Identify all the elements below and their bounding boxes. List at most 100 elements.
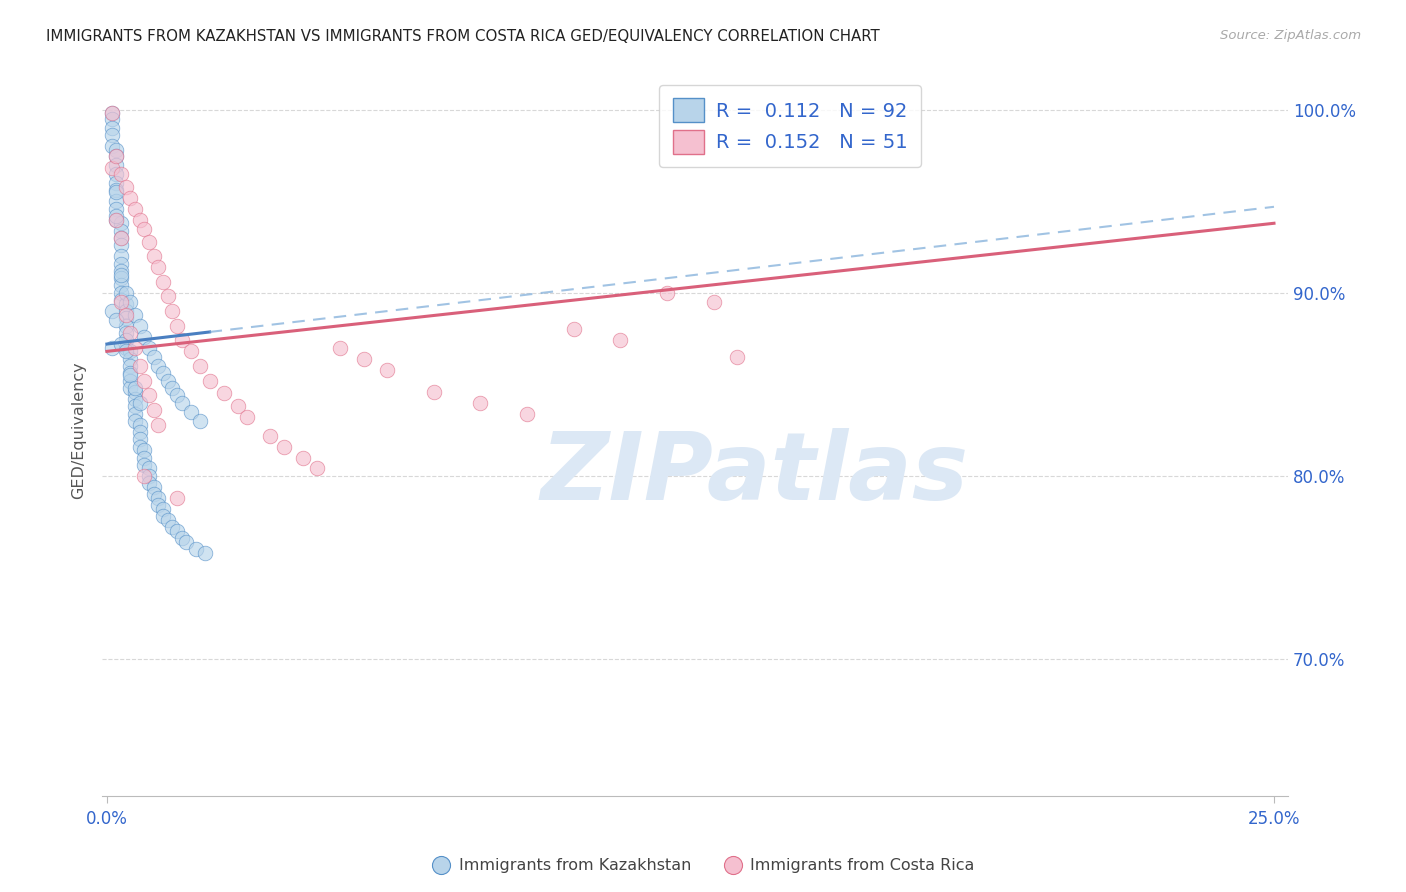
- Point: [273, 440, 295, 454]
- Text: ZIPatlas: ZIPatlas: [540, 428, 969, 520]
- Point: [100, 341, 122, 355]
- Point: [162, 520, 184, 534]
- Point: [142, 487, 165, 501]
- Point: [120, 326, 142, 340]
- Point: [148, 260, 170, 275]
- Point: [124, 381, 146, 395]
- Point: [134, 221, 156, 235]
- Point: [105, 148, 128, 162]
- Point: [422, 384, 444, 399]
- Point: [128, 417, 150, 432]
- Point: [114, 311, 136, 326]
- Point: [105, 194, 128, 209]
- Point: [114, 285, 136, 300]
- Point: [110, 249, 132, 263]
- Point: [138, 476, 160, 491]
- Point: [100, 112, 122, 126]
- Point: [110, 271, 132, 285]
- Point: [120, 367, 142, 381]
- Point: [562, 322, 585, 336]
- Point: [162, 304, 184, 318]
- Point: [114, 344, 136, 359]
- Point: [105, 183, 128, 197]
- Y-axis label: GED/Equivalency: GED/Equivalency: [72, 361, 86, 499]
- Point: [166, 388, 188, 402]
- Point: [110, 285, 132, 300]
- Point: [110, 216, 132, 230]
- Point: [100, 139, 122, 153]
- Point: [142, 350, 165, 364]
- Point: [128, 440, 150, 454]
- Point: [110, 231, 132, 245]
- Point: [120, 374, 142, 388]
- Point: [114, 179, 136, 194]
- Point: [156, 513, 179, 527]
- Point: [120, 359, 142, 373]
- Point: [105, 158, 128, 172]
- Point: [105, 167, 128, 181]
- Point: [128, 395, 150, 409]
- Point: [152, 501, 174, 516]
- Point: [470, 395, 492, 409]
- Point: [110, 264, 132, 278]
- Point: [105, 212, 128, 227]
- Point: [148, 417, 170, 432]
- Point: [114, 318, 136, 333]
- Point: [124, 384, 146, 399]
- Point: [194, 546, 217, 560]
- Point: [609, 334, 631, 348]
- Point: [329, 341, 352, 355]
- Point: [142, 403, 165, 417]
- Point: [114, 308, 136, 322]
- Point: [142, 249, 165, 263]
- Point: [120, 344, 142, 359]
- Point: [110, 231, 132, 245]
- Point: [236, 410, 259, 425]
- Point: [138, 468, 160, 483]
- Point: [100, 128, 122, 143]
- Point: [184, 541, 207, 556]
- Point: [188, 414, 211, 428]
- Point: [134, 374, 156, 388]
- Point: [100, 161, 122, 176]
- Point: [124, 341, 146, 355]
- Point: [114, 341, 136, 355]
- Point: [110, 224, 132, 238]
- Point: [100, 121, 122, 136]
- Point: [170, 334, 193, 348]
- Point: [105, 176, 128, 190]
- Point: [105, 209, 128, 223]
- Point: [124, 407, 146, 421]
- Point: [110, 295, 132, 310]
- Point: [725, 350, 748, 364]
- Point: [120, 368, 142, 383]
- Point: [353, 351, 375, 366]
- Point: [120, 381, 142, 395]
- Point: [114, 297, 136, 311]
- Point: [142, 480, 165, 494]
- Legend: R =  0.112   N = 92, R =  0.152   N = 51: R = 0.112 N = 92, R = 0.152 N = 51: [659, 85, 921, 167]
- Point: [110, 293, 132, 307]
- Point: [110, 238, 132, 252]
- Point: [212, 386, 235, 401]
- Point: [100, 106, 122, 120]
- Point: [124, 399, 146, 413]
- Point: [134, 468, 156, 483]
- Point: [110, 268, 132, 282]
- Point: [120, 295, 142, 310]
- Point: [124, 392, 146, 406]
- Point: [156, 289, 179, 303]
- Point: [114, 326, 136, 340]
- Point: [291, 450, 314, 465]
- Point: [188, 359, 211, 373]
- Legend: Immigrants from Kazakhstan, Immigrants from Costa Rica: Immigrants from Kazakhstan, Immigrants f…: [425, 852, 981, 880]
- Point: [162, 381, 184, 395]
- Point: [128, 359, 150, 373]
- Point: [124, 308, 146, 322]
- Point: [134, 329, 156, 343]
- Point: [105, 143, 128, 157]
- Point: [166, 318, 188, 333]
- Text: Source: ZipAtlas.com: Source: ZipAtlas.com: [1220, 29, 1361, 43]
- Point: [259, 428, 281, 442]
- Point: [120, 191, 142, 205]
